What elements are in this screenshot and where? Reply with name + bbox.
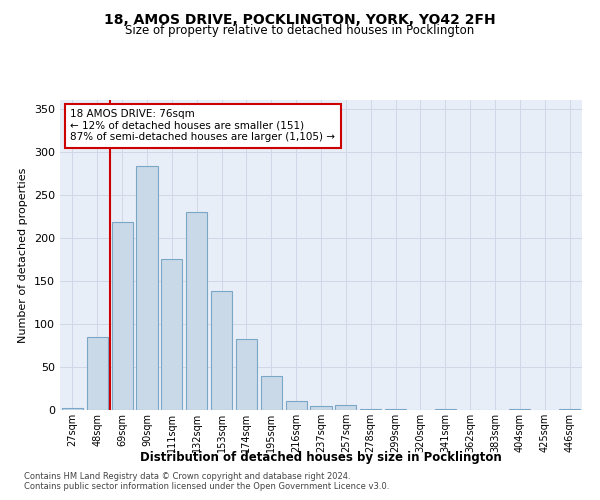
Bar <box>286 402 307 410</box>
Bar <box>62 408 83 410</box>
Y-axis label: Number of detached properties: Number of detached properties <box>19 168 28 342</box>
Bar <box>112 222 133 410</box>
Bar <box>360 409 381 410</box>
Bar <box>261 376 282 410</box>
Bar <box>335 405 356 410</box>
Text: Distribution of detached houses by size in Pocklington: Distribution of detached houses by size … <box>140 451 502 464</box>
Bar <box>310 406 332 410</box>
Bar <box>161 260 182 410</box>
Bar <box>435 409 456 410</box>
Text: Contains HM Land Registry data © Crown copyright and database right 2024.: Contains HM Land Registry data © Crown c… <box>24 472 350 481</box>
Bar <box>211 291 232 410</box>
Bar <box>385 409 406 410</box>
Text: 18, AMOS DRIVE, POCKLINGTON, YORK, YO42 2FH: 18, AMOS DRIVE, POCKLINGTON, YORK, YO42 … <box>104 12 496 26</box>
Text: Size of property relative to detached houses in Pocklington: Size of property relative to detached ho… <box>125 24 475 37</box>
Bar <box>236 338 257 410</box>
Bar <box>136 166 158 410</box>
Bar <box>559 409 580 410</box>
Text: 18 AMOS DRIVE: 76sqm
← 12% of detached houses are smaller (151)
87% of semi-deta: 18 AMOS DRIVE: 76sqm ← 12% of detached h… <box>70 110 335 142</box>
Bar <box>509 409 530 410</box>
Text: Contains public sector information licensed under the Open Government Licence v3: Contains public sector information licen… <box>24 482 389 491</box>
Bar <box>186 212 207 410</box>
Bar <box>87 337 108 410</box>
